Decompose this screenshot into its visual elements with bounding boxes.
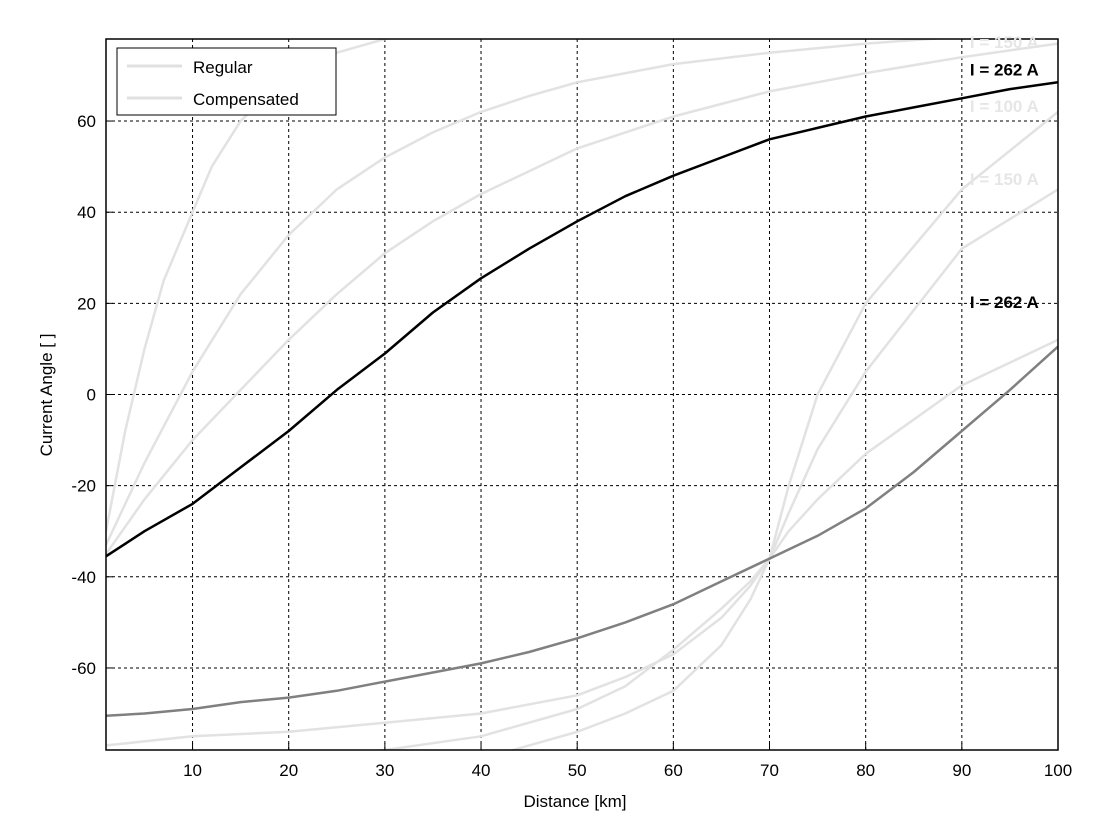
annotation-label: I = 150 A bbox=[970, 170, 1039, 189]
x-tick-label: 30 bbox=[375, 761, 394, 780]
annotation-label: I = 100 A bbox=[970, 97, 1039, 116]
annotations: I = 150 A I = 262 A I = 100 A I = 150 A I = … bbox=[970, 33, 1039, 312]
x-tick-label: 100 bbox=[1044, 761, 1072, 780]
x-tick-label: 50 bbox=[568, 761, 587, 780]
grid bbox=[106, 39, 1058, 750]
annotation-label: I = 262 A bbox=[970, 293, 1039, 312]
legend-label-regular: Regular bbox=[193, 58, 253, 77]
y-tick-label: 0 bbox=[87, 386, 96, 405]
x-tick-label: 70 bbox=[760, 761, 779, 780]
series-line-3 bbox=[106, 39, 948, 546]
annotation-label: I = 262 A bbox=[970, 60, 1039, 79]
series-line-7 bbox=[508, 110, 1058, 750]
series-line-4 bbox=[106, 39, 392, 532]
y-tick-label: 20 bbox=[77, 294, 96, 313]
y-tick-label: 40 bbox=[77, 203, 96, 222]
series-line-2 bbox=[106, 42, 1058, 555]
x-tick-label: 80 bbox=[856, 761, 875, 780]
series-line-1 bbox=[106, 345, 1058, 718]
y-axis-label: Current Angle [ ] bbox=[37, 334, 56, 457]
x-tick-label: 40 bbox=[472, 761, 491, 780]
tick-labels: 10 20 30 40 50 60 70 80 90 100 -60 -40 -20 0 20 40 60 bbox=[71, 112, 1072, 780]
y-tick-label: -20 bbox=[71, 477, 96, 496]
annotation-label: I = 150 A bbox=[970, 33, 1039, 52]
x-tick-label: 20 bbox=[279, 761, 298, 780]
series-line-5 bbox=[106, 338, 1058, 747]
y-tick-label: 60 bbox=[77, 112, 96, 131]
legend-box bbox=[116, 47, 337, 116]
series-group bbox=[106, 39, 1058, 750]
series-line-0 bbox=[106, 81, 1058, 558]
y-tick-label: -40 bbox=[71, 568, 96, 587]
x-tick-label: 90 bbox=[952, 761, 971, 780]
x-tick-label: 10 bbox=[183, 761, 202, 780]
x-axis-label: Distance [km] bbox=[524, 792, 627, 811]
legend: Regular Compensated bbox=[116, 47, 337, 116]
y-tick-label: -60 bbox=[71, 659, 96, 678]
series-line-6 bbox=[371, 188, 1058, 750]
x-tick-label: 60 bbox=[664, 761, 683, 780]
legend-label-compensated: Compensated bbox=[193, 90, 299, 109]
